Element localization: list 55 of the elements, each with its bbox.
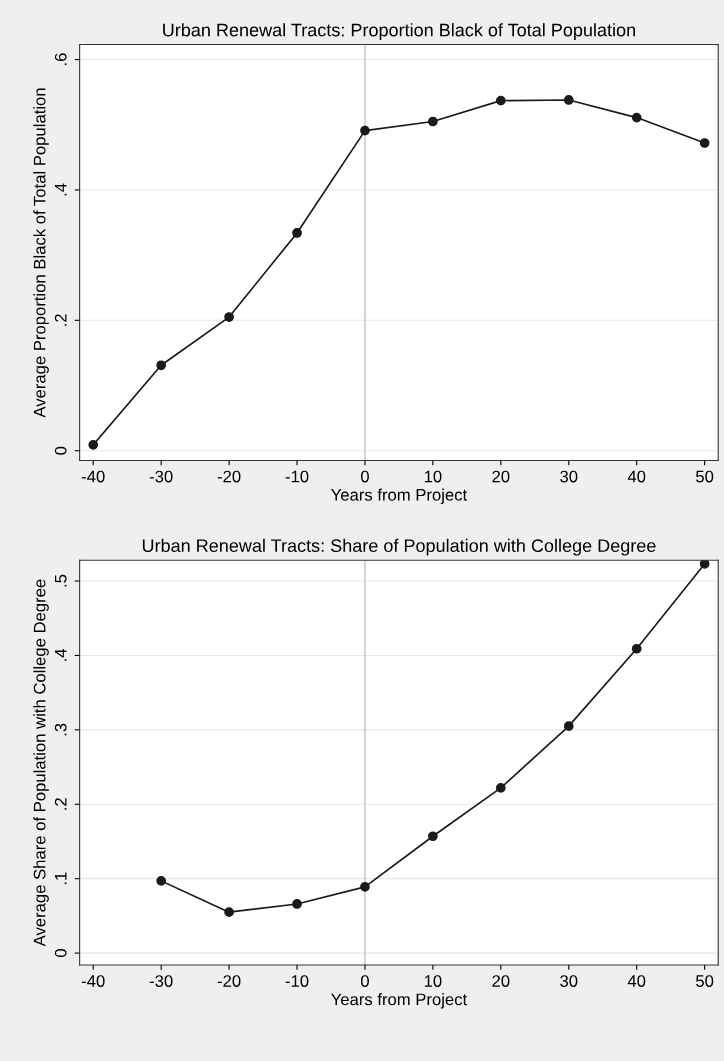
x-tick-label: -10	[285, 975, 309, 987]
y-tick-label: .5	[54, 574, 67, 587]
x-tick-label: 40	[627, 975, 646, 987]
y-axis-title: Average Proportion Black of Total Population	[33, 88, 49, 418]
point	[360, 881, 370, 892]
x-tick-label: -10	[285, 470, 309, 483]
x-tick-label: 10	[424, 975, 442, 987]
x-tick-label: -20	[217, 975, 241, 987]
point	[292, 899, 302, 909]
x-axis-title: Years from Project	[331, 993, 468, 1009]
point	[563, 95, 574, 105]
point	[699, 560, 710, 569]
point	[224, 907, 234, 918]
x-tick-label: 20	[492, 975, 510, 987]
chart-title: Urban Renewal Tracts: Proportion Black of Total Population	[163, 23, 635, 40]
point	[495, 95, 506, 106]
point	[563, 721, 574, 731]
point	[292, 228, 302, 238]
point	[156, 876, 167, 886]
y-tick-label: .2	[54, 314, 67, 326]
point	[224, 312, 234, 322]
x-tick-label: -30	[149, 975, 173, 987]
x-tick-label: 20	[492, 470, 510, 483]
y-tick-label: 0	[54, 446, 67, 455]
y-axis-title: Average Share of Population with College Degree	[33, 579, 49, 947]
x-tick-label: -40	[81, 975, 105, 987]
point	[495, 783, 506, 793]
x-tick-label: 0	[360, 975, 369, 987]
point	[631, 112, 642, 123]
chart-title: Urban Renewal Tracts: Share of Population with College Degree	[142, 538, 656, 556]
x-tick-label: 0	[360, 470, 369, 483]
y-tick-label: .6	[54, 53, 67, 65]
x-tick-label: -40	[81, 470, 105, 483]
x-tick-label: 30	[560, 470, 578, 483]
x-tick-label: 50	[696, 975, 714, 987]
point	[88, 439, 99, 450]
point	[360, 125, 370, 136]
y-tick-label: .2	[54, 798, 67, 810]
y-tick-label: .4	[54, 183, 67, 196]
point	[631, 643, 642, 654]
y-tick-label: .3	[54, 723, 67, 736]
y-tick-label: 0	[54, 949, 67, 958]
y-tick-label: .4	[54, 648, 67, 661]
point	[428, 831, 438, 842]
x-tick-label: 40	[627, 470, 646, 483]
x-tick-label: 30	[560, 975, 578, 987]
point	[156, 360, 167, 371]
point	[699, 138, 710, 148]
point	[428, 116, 438, 127]
x-axis-title: Years from Project	[331, 488, 468, 505]
x-tick-label: -20	[217, 470, 241, 483]
y-tick-label: .1	[54, 872, 67, 885]
x-tick-label: -30	[149, 470, 173, 483]
x-tick-label: 10	[424, 470, 442, 483]
x-tick-label: 50	[696, 470, 714, 483]
